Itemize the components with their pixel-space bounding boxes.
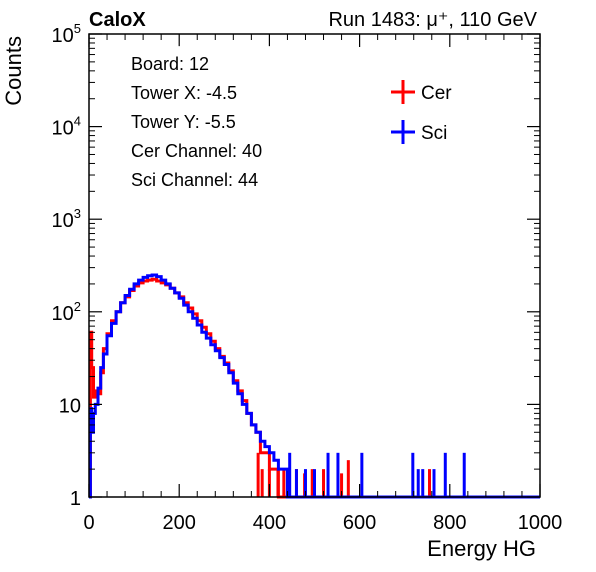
y-tick-label: 104 [52,114,81,140]
axes-frame [88,33,541,498]
x-tick-label: 400 [253,512,286,534]
y-tick-label: 105 [52,21,81,47]
x-tick-label: 0 [83,512,94,534]
info-sci-channel: Sci Channel: 44 [131,170,258,190]
y-tick-label: 102 [52,299,81,325]
y-tick-label: 10 [59,395,81,417]
info-tower-x: Tower X: -4.5 [131,83,237,103]
legend-cer-label: Cer [421,83,452,104]
info-board: Board: 12 [131,54,209,74]
info-cer-channel: Cer Channel: 40 [131,141,262,161]
info-box: Board: 12 Tower X: -4.5 Tower Y: -5.5 Ce… [122,46,358,198]
y-tick-label: 103 [52,206,81,232]
y-tick-label: 1 [70,488,81,510]
info-tower-y: Tower Y: -5.5 [131,112,236,132]
legend: Cer Sci [391,80,452,144]
y-axis: 1 10 102 103 104 105 [52,21,540,510]
brand-label: CaloX [89,9,146,31]
series-sci-line [88,273,540,499]
info-box-background [122,46,358,198]
plot-frame [88,33,541,498]
series-layer [88,273,540,499]
x-tick-label: 1000 [518,512,563,534]
x-axis-title: Energy HG [427,536,536,561]
run-label: Run 1483: μ⁺, 110 GeV [328,9,537,31]
header: CaloX Run 1483: μ⁺, 110 GeV [89,9,538,31]
x-tick-label: 800 [433,512,466,534]
y-axis-title: Counts [1,36,26,106]
legend-sci-label: Sci [421,123,447,144]
x-axis: 0 200 400 600 800 1000 [83,34,562,534]
x-tick-label: 600 [343,512,376,534]
x-tick-label: 200 [163,512,196,534]
